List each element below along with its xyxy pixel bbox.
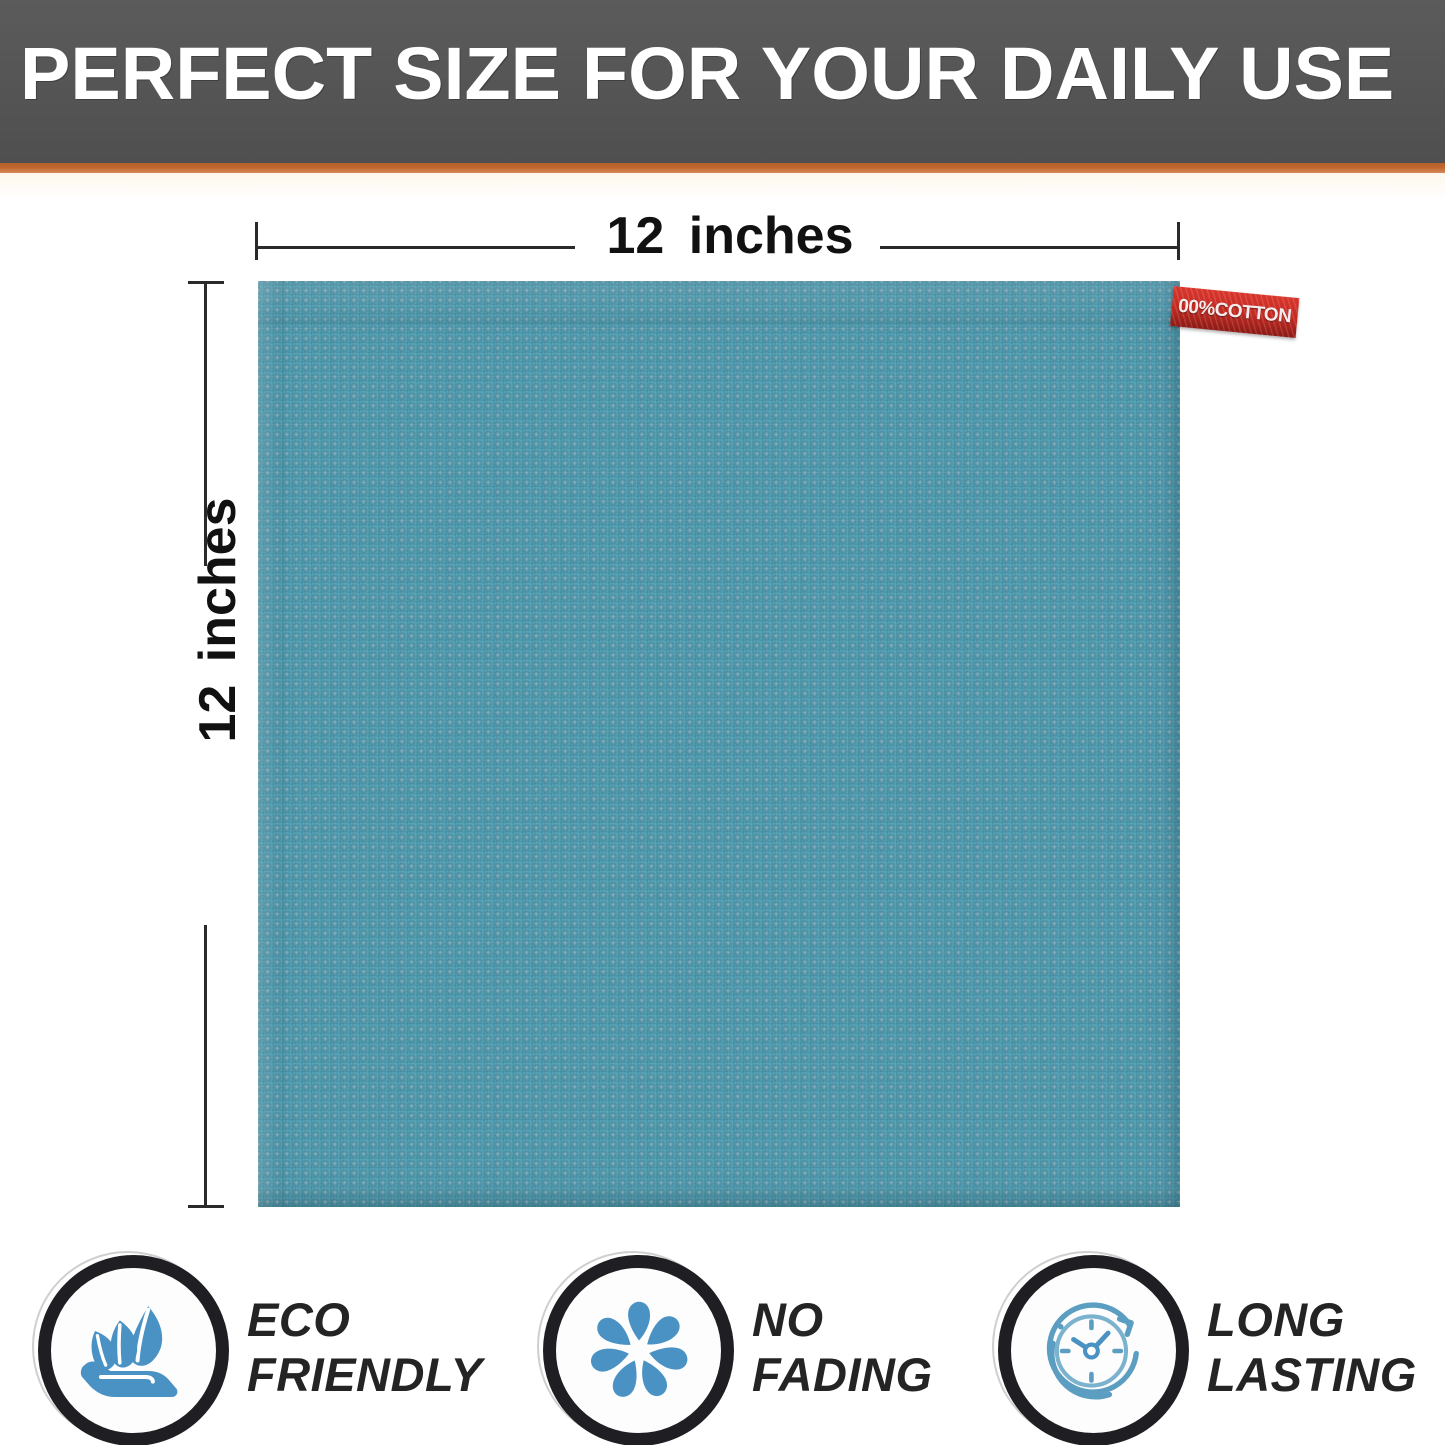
hand-holding-leaves-icon [38, 1255, 229, 1445]
badge-label-eco-friendly: ECO FRIENDLY [247, 1292, 483, 1401]
towel-hem-top [258, 281, 1180, 325]
towel-fabric-noise [258, 281, 1180, 1207]
towel-hem-right [1160, 281, 1180, 1207]
towel-hem-left [258, 281, 284, 1207]
height-dimension-label: 12 inches [189, 497, 247, 743]
header-banner: PERFECT SIZE FOR YOUR DAILY USE [0, 0, 1445, 163]
page-title: PERFECT SIZE FOR YOUR DAILY USE [20, 32, 1395, 115]
header-glow-divider [0, 173, 1445, 199]
header-accent-rule [0, 163, 1445, 173]
care-label-tag: 00%COTTON [1170, 286, 1300, 338]
feature-badge-long-lasting: LONG LASTING [990, 1248, 1445, 1445]
badge-medallion [535, 1249, 734, 1445]
feature-badges-row: ECO FRIENDLY [0, 1248, 1445, 1445]
height-dimension-line-top [204, 281, 207, 566]
care-label-text: 00%COTTON [1177, 295, 1293, 328]
width-dimension-cap-left [255, 222, 258, 260]
width-dimension-line-left [255, 246, 575, 249]
feature-badge-no-fading: NO FADING [535, 1248, 955, 1445]
badge-label-no-fading: NO FADING [752, 1292, 933, 1401]
badge-medallion [30, 1249, 229, 1445]
product-image-towel [258, 281, 1180, 1207]
towel-hem-bottom [258, 1185, 1180, 1207]
clock-refresh-icon [998, 1255, 1189, 1445]
width-dimension-label: 12 inches [606, 207, 854, 265]
towel-waffle-weave-texture [258, 281, 1180, 1207]
badge-medallion [990, 1249, 1189, 1445]
water-droplet-swirl-icon [543, 1255, 734, 1445]
badge-label-long-lasting: LONG LASTING [1207, 1292, 1417, 1401]
width-dimension-line-right [880, 246, 1179, 249]
feature-badge-eco-friendly: ECO FRIENDLY [30, 1248, 500, 1445]
height-dimension-line-bottom [204, 925, 207, 1208]
width-dimension-cap-right [1177, 222, 1180, 260]
